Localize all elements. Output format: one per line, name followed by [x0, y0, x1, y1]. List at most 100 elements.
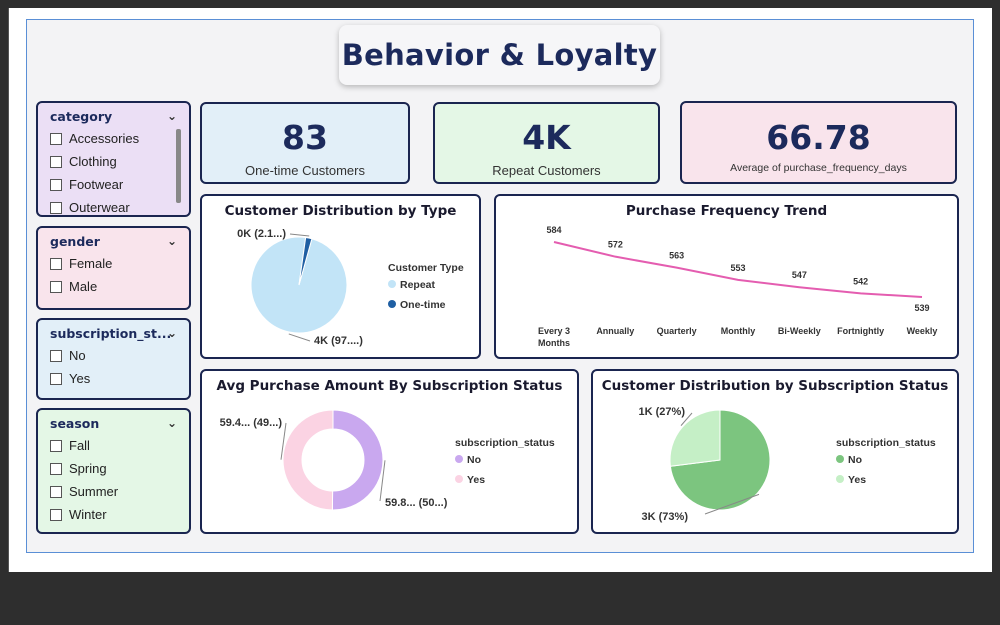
slicer-option[interactable]: Summer — [50, 480, 189, 503]
legend-title: subscription_status — [836, 437, 936, 449]
gender-slicer[interactable]: gender ⌄ Female Male — [36, 226, 191, 310]
slicer-option[interactable]: Footwear — [50, 173, 189, 196]
option-label: Fall — [69, 438, 90, 453]
legend-entry[interactable]: One-time — [400, 299, 446, 311]
slicer-option[interactable]: Winter — [50, 503, 189, 526]
kpi-one-time-customers: 83 One-time Customers — [200, 102, 410, 184]
chart-title: Purchase Frequency Trend — [625, 203, 828, 219]
category-slicer[interactable]: category ⌄ Accessories Clothing Footwear … — [36, 101, 191, 217]
x-tick-label: Weekly — [907, 326, 938, 336]
option-label: Yes — [69, 371, 91, 386]
series-line[interactable] — [553, 241, 923, 298]
option-label: Accessories — [69, 131, 140, 146]
data-label: 547 — [792, 270, 807, 280]
x-tick-label: Bi-Weekly — [778, 326, 821, 336]
customer-type-pie-card: Customer Distribution by Type 4K (97....… — [200, 194, 481, 359]
season-slicer-title: season — [50, 416, 100, 431]
legend-entry[interactable]: Yes — [848, 474, 866, 486]
checkbox[interactable] — [50, 462, 62, 475]
checkbox[interactable] — [50, 439, 62, 452]
data-label: 1K (27%) — [639, 406, 686, 418]
subscription-slicer[interactable]: subscription_st... ⌄ No Yes — [36, 318, 191, 400]
data-label: 542 — [853, 276, 868, 286]
pie-slice-yes[interactable] — [282, 409, 334, 511]
slicer-option[interactable]: Male — [50, 275, 189, 298]
checkbox[interactable] — [50, 132, 62, 145]
x-tick-label: Every 3 — [538, 326, 570, 336]
page-title: Behavior & Loyalty — [341, 38, 658, 72]
data-label: 0K (2.1...) — [237, 228, 286, 240]
kpi-value: 4K — [522, 118, 571, 157]
option-label: No — [69, 348, 86, 363]
checkbox[interactable] — [50, 201, 62, 214]
season-slicer[interactable]: season ⌄ Fall Spring Summer Winter — [36, 408, 191, 534]
data-label: 584 — [546, 225, 561, 235]
checkbox[interactable] — [50, 280, 62, 293]
subscription-pie-chart: 3K (73%) 1K (27%) subscription_status No Yes — [639, 406, 936, 523]
leader-line — [289, 233, 310, 237]
legend-marker — [455, 455, 463, 463]
data-label: 563 — [669, 251, 684, 261]
chart-title: Avg Purchase Amount By Subscription Stat… — [216, 378, 563, 394]
legend-entry[interactable]: No — [467, 454, 481, 466]
subscription-slicer-title: subscription_st... — [50, 326, 172, 341]
legend-entry[interactable]: No — [848, 454, 862, 466]
slicer-option[interactable]: Spring — [50, 457, 189, 480]
legend-marker — [388, 300, 396, 308]
checkbox[interactable] — [50, 508, 62, 521]
gender-slicer-title: gender — [50, 234, 100, 249]
leader-line — [288, 333, 311, 342]
pie-slice-no[interactable] — [331, 409, 384, 511]
data-label: 4K (97....) — [314, 335, 363, 347]
page-title-box: Behavior & Loyalty — [339, 25, 660, 85]
checkbox[interactable] — [50, 257, 62, 270]
legend-marker — [455, 475, 463, 483]
pie-slice-yes[interactable] — [669, 409, 721, 467]
data-label: 572 — [608, 240, 623, 250]
slicer-option[interactable]: Female — [50, 252, 189, 275]
subscription-pie-card: Customer Distribution by Subscription St… — [591, 369, 959, 534]
option-label: Female — [69, 256, 113, 271]
x-tick-label: Months — [538, 338, 570, 348]
legend-marker — [388, 280, 396, 288]
purchase-frequency-line-card: Purchase Frequency Trend 584 572 563 553 547… — [494, 194, 959, 359]
pie-slice-one-time[interactable] — [298, 236, 313, 286]
data-label: 59.8... (50...) — [385, 497, 448, 509]
leader-line — [379, 460, 386, 502]
slicer-option[interactable]: Fall — [50, 434, 189, 457]
legend-entry[interactable]: Yes — [467, 474, 485, 486]
x-tick-label: Quarterly — [657, 326, 697, 336]
slicer-option[interactable]: Clothing — [50, 150, 189, 173]
slicer-option[interactable]: Outerwear — [50, 196, 189, 215]
option-label: Summer — [69, 484, 119, 499]
slicer-option[interactable]: Yes — [50, 367, 189, 390]
checkbox[interactable] — [50, 372, 62, 385]
leader-line — [704, 493, 760, 515]
legend-marker — [836, 455, 844, 463]
x-tick-label: Monthly — [721, 326, 756, 336]
chevron-down-icon[interactable]: ⌄ — [166, 326, 177, 340]
checkbox[interactable] — [50, 178, 62, 191]
slicer-option[interactable]: No — [50, 344, 189, 367]
checkbox[interactable] — [50, 485, 62, 498]
customer-type-pie-chart: 4K (97....) 0K (2.1...) Customer Type Repea… — [237, 228, 464, 347]
option-label: Male — [69, 279, 98, 294]
avg-purchase-donut-card: Avg Purchase Amount By Subscription Stat… — [200, 369, 579, 534]
slicer-scrollbar[interactable] — [176, 129, 181, 203]
data-label: 553 — [730, 263, 745, 273]
slicer-option[interactable]: Accessories — [50, 127, 189, 150]
option-label: Clothing — [69, 154, 117, 169]
legend-entry[interactable]: Repeat — [400, 279, 436, 291]
data-label: 3K (73%) — [642, 511, 689, 523]
legend-title: subscription_status — [455, 437, 555, 449]
checkbox[interactable] — [50, 155, 62, 168]
legend-marker — [836, 475, 844, 483]
option-label: Spring — [69, 461, 107, 476]
kpi-repeat-customers: 4K Repeat Customers — [433, 102, 660, 184]
chevron-down-icon[interactable]: ⌄ — [166, 416, 177, 430]
checkbox[interactable] — [50, 349, 62, 362]
avg-purchase-donut-chart: 59.8... (50...) 59.4... (49...) subscripti… — [220, 409, 555, 511]
chevron-down-icon[interactable]: ⌄ — [166, 234, 177, 248]
option-label: Footwear — [69, 177, 124, 192]
chevron-down-icon[interactable]: ⌄ — [166, 109, 177, 123]
